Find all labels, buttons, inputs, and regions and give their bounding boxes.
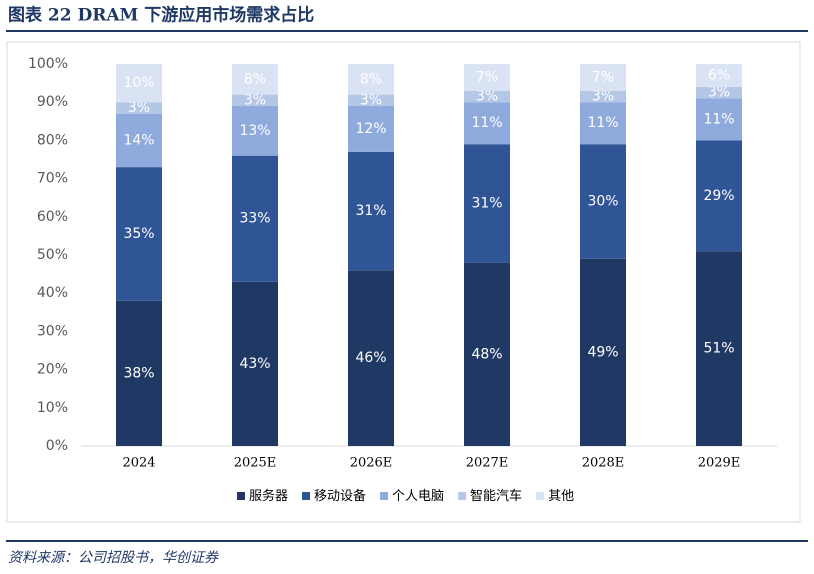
data-label: 11% <box>471 115 502 131</box>
legend-swatch <box>380 492 389 500</box>
bar-segment <box>348 270 394 446</box>
bar-segment <box>232 155 278 282</box>
y-tick-label: 70% <box>37 171 68 187</box>
data-label: 51% <box>703 341 734 357</box>
y-tick-label: 60% <box>37 209 68 225</box>
legend-label: 服务器 <box>249 488 288 504</box>
y-tick-label: 10% <box>37 400 68 416</box>
data-label: 10% <box>123 75 154 91</box>
bar-segment <box>348 64 394 95</box>
bar-segment <box>464 262 510 446</box>
y-tick-label: 90% <box>37 94 68 110</box>
bar-segment <box>348 94 394 107</box>
bar-segment <box>464 144 510 263</box>
data-label: 48% <box>471 346 502 362</box>
data-label: 14% <box>123 132 154 148</box>
x-tick-label: 2029E <box>698 456 741 471</box>
x-tick-label: 2028E <box>582 456 625 471</box>
bar-segment <box>116 64 162 103</box>
data-label: 30% <box>587 194 618 210</box>
y-tick-label: 20% <box>37 362 68 378</box>
chart-frame <box>6 41 801 523</box>
x-tick-label: 2027E <box>466 456 509 471</box>
bar-segment <box>116 102 162 114</box>
bar-segment <box>232 281 278 446</box>
data-label: 8% <box>360 71 382 87</box>
bar-segment <box>232 94 278 107</box>
data-label: 31% <box>355 203 386 219</box>
x-tick-label: 2024 <box>122 456 155 471</box>
data-label: 6% <box>708 67 730 83</box>
legend-label: 智能汽车 <box>470 488 522 504</box>
legend-swatch <box>237 492 245 500</box>
legend-swatch <box>302 492 311 500</box>
data-label: 49% <box>587 344 618 360</box>
y-tick-label: 50% <box>37 247 68 263</box>
bar-segment <box>580 144 626 259</box>
y-tick-label: 30% <box>37 323 68 339</box>
data-label: 35% <box>123 226 154 242</box>
data-label: 3% <box>592 88 614 104</box>
data-label: 8% <box>244 71 266 87</box>
bar-segment <box>232 106 278 156</box>
data-label: 29% <box>703 188 734 204</box>
y-tick-label: 100% <box>28 56 68 72</box>
bar-segment <box>116 300 162 446</box>
bar-segment <box>696 64 742 87</box>
data-label: 38% <box>123 365 154 381</box>
bar-segment <box>696 98 742 141</box>
x-tick-label: 2025E <box>234 456 277 471</box>
data-label: 11% <box>587 115 618 131</box>
bar-segment <box>116 167 162 301</box>
data-label: 31% <box>471 195 502 211</box>
data-label: 7% <box>592 69 614 85</box>
legend-swatch <box>536 492 545 500</box>
bar-segment <box>348 106 394 152</box>
bar-segment <box>580 64 626 91</box>
data-label: 3% <box>360 92 382 108</box>
data-label: 43% <box>239 356 270 372</box>
data-label: 3% <box>244 92 266 108</box>
data-label: 13% <box>239 123 270 139</box>
bar-segment <box>464 90 510 103</box>
chart-title: 图表 22 DRAM 下游应用市场需求占比 <box>8 5 314 26</box>
bar-segment <box>580 90 626 103</box>
data-label: 3% <box>476 88 498 104</box>
x-tick-label: 2026E <box>350 456 393 471</box>
data-label: 7% <box>476 69 498 85</box>
data-label: 12% <box>355 121 386 137</box>
bar-segment <box>696 86 742 99</box>
bar-segment <box>116 113 162 168</box>
data-label: 11% <box>703 111 734 127</box>
bar-segment <box>464 102 510 145</box>
bar-segment <box>348 151 394 271</box>
bar-segment <box>580 258 626 446</box>
data-label: 3% <box>128 100 150 116</box>
legend-label: 个人电脑 <box>392 489 444 504</box>
legend-label: 其他 <box>548 489 574 504</box>
bar-segment <box>464 64 510 91</box>
y-tick-label: 0% <box>46 438 68 454</box>
source-note: 资料来源：公司招股书，华创证券 <box>8 550 219 566</box>
legend-label: 移动设备 <box>314 488 366 504</box>
y-tick-label: 80% <box>37 132 68 148</box>
data-label: 3% <box>708 85 730 101</box>
bar-segment <box>580 102 626 145</box>
bar-segment <box>696 251 742 446</box>
bar-segment <box>232 64 278 95</box>
data-label: 46% <box>355 350 386 366</box>
y-tick-label: 40% <box>37 285 68 301</box>
data-label: 33% <box>239 211 270 227</box>
legend-swatch <box>458 492 467 500</box>
bar-segment <box>696 140 742 252</box>
